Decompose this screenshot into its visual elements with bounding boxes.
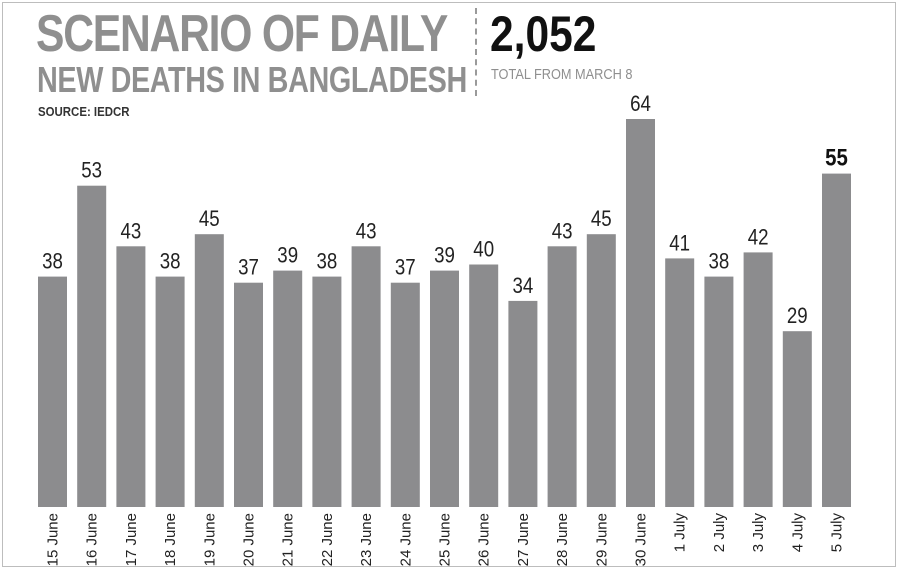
value-label: 38 <box>317 250 338 274</box>
value-label: 40 <box>473 238 494 262</box>
bar-27-june <box>508 300 538 507</box>
x-tick-label: 30 June <box>633 513 650 566</box>
x-tick-label: 3 July <box>750 513 767 553</box>
chart-title: SCENARIO OF DAILY <box>36 5 448 63</box>
x-tick-label: 21 June <box>280 513 297 566</box>
bar-29-june <box>586 234 616 507</box>
x-tick-label: 19 June <box>201 513 218 566</box>
value-label: 55 <box>825 144 848 171</box>
x-tick-label: 16 June <box>84 513 101 566</box>
x-tick-label: 15 June <box>45 513 62 566</box>
value-label: 29 <box>787 305 808 329</box>
bar-19-june <box>194 234 224 507</box>
x-tick-label: 18 June <box>162 513 179 566</box>
x-tick-label: 2 July <box>711 513 728 553</box>
value-label: 39 <box>277 244 298 268</box>
x-tick-label: 28 June <box>554 513 571 566</box>
x-tick-label: 20 June <box>241 513 258 566</box>
bar-26-june <box>469 264 499 507</box>
value-label: 64 <box>630 93 651 117</box>
value-label: 45 <box>199 208 220 232</box>
x-tick-label: 5 July <box>829 513 846 553</box>
value-label: 39 <box>434 244 455 268</box>
value-label: 42 <box>748 226 769 250</box>
x-tick-label: 25 June <box>437 513 454 566</box>
value-label: 37 <box>238 256 259 280</box>
value-label: 43 <box>356 220 377 244</box>
header-divider <box>475 8 477 96</box>
bar-4-july <box>782 331 812 507</box>
x-tick-label: 22 June <box>319 513 336 566</box>
value-label: 37 <box>395 256 416 280</box>
value-label: 43 <box>121 220 142 244</box>
bar-18-june <box>155 276 185 507</box>
value-label: 41 <box>669 232 690 256</box>
value-label: 34 <box>513 275 534 299</box>
x-tick-label: 27 June <box>515 513 532 566</box>
x-tick-label: 29 June <box>593 513 610 566</box>
x-tick-label: 26 June <box>476 513 493 566</box>
value-label: 38 <box>42 250 63 274</box>
value-label: 43 <box>552 220 573 244</box>
x-tick-label: 24 June <box>397 513 414 566</box>
bar-21-june <box>273 270 303 507</box>
chart-subtitle: NEW DEATHS IN BANGLADESH <box>37 59 467 100</box>
total-deaths-label: TOTAL FROM MARCH 8 <box>491 66 633 83</box>
x-tick-label: 4 July <box>789 513 806 553</box>
bar-2-july <box>704 276 734 507</box>
value-label: 53 <box>81 159 102 183</box>
value-label: 45 <box>591 208 612 232</box>
bar-1-july <box>665 258 695 507</box>
x-tick-label: 1 July <box>672 513 689 553</box>
bar-17-june <box>116 246 146 508</box>
x-tick-label: 23 June <box>358 513 375 566</box>
bar-24-june <box>390 282 420 507</box>
source-label: SOURCE: IEDCR <box>38 104 130 119</box>
bar-15-june <box>38 276 67 507</box>
bar-25-june <box>430 270 459 507</box>
bar-22-june <box>312 276 342 507</box>
value-label: 38 <box>709 250 730 274</box>
total-deaths-value: 2,052 <box>490 6 597 62</box>
bar-16-june <box>77 185 107 507</box>
bar-20-june <box>234 282 263 507</box>
bar-28-june <box>547 246 577 508</box>
bar-23-june <box>351 246 381 508</box>
x-tick-label: 17 June <box>123 513 140 566</box>
bar-3-july <box>743 252 773 507</box>
value-label: 38 <box>160 250 181 274</box>
bar-5-july <box>822 173 851 507</box>
bar-30-june <box>626 119 655 507</box>
